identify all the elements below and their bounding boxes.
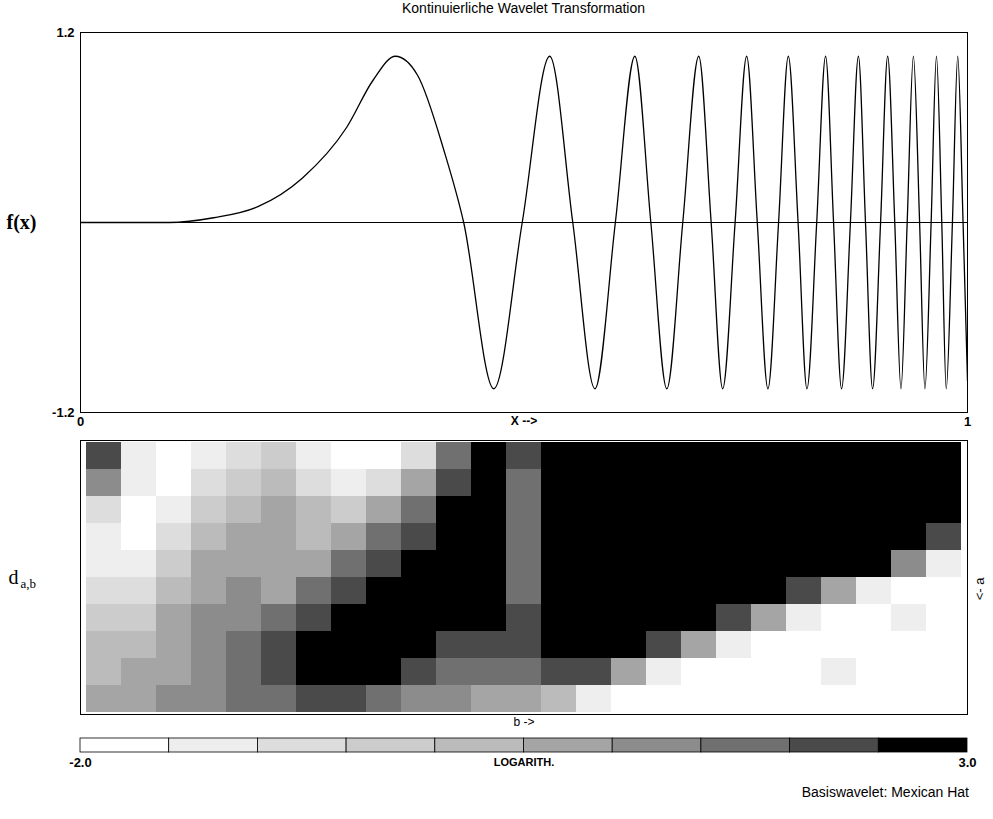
svg-text:1: 1 bbox=[964, 414, 971, 429]
svg-text:b ->: b -> bbox=[513, 715, 534, 729]
svg-text:3.0: 3.0 bbox=[958, 755, 976, 770]
svg-text:d: d bbox=[9, 566, 19, 588]
svg-text:1.2: 1.2 bbox=[56, 25, 74, 40]
html-text:Kontinuierliche Wavelet Transf: Kontinuierliche Wavelet Transformation bbox=[402, 0, 645, 16]
svg-text:a,b: a,b bbox=[21, 576, 37, 591]
svg-text:X -->: X --> bbox=[511, 414, 537, 428]
svg-text:-1.2: -1.2 bbox=[52, 405, 74, 420]
svg-text:LOGARITH.: LOGARITH. bbox=[494, 756, 555, 768]
svg-text:-2.0: -2.0 bbox=[69, 755, 91, 770]
svg-text:0: 0 bbox=[77, 414, 84, 429]
svg-text:f(x): f(x) bbox=[7, 211, 37, 234]
html-text:Basiswavelet: Mexican Hat: Basiswavelet: Mexican Hat bbox=[801, 784, 969, 800]
svg-text:<- a: <- a bbox=[972, 577, 987, 601]
